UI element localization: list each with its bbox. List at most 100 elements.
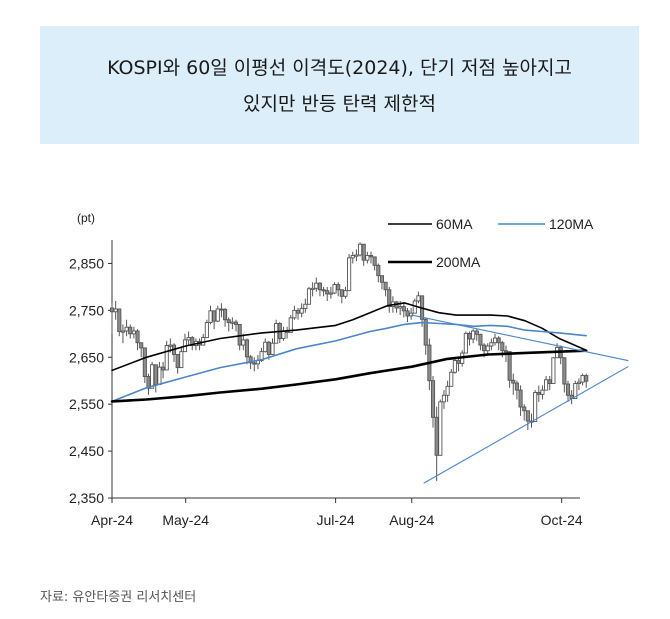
candle-body [270,342,275,355]
candle-body [438,401,443,456]
candle-body [347,257,352,292]
y-tick-label: 2,550 [69,396,104,412]
candle-body [292,309,297,319]
legend-label-200ma: 200MA [436,254,481,270]
candle-body [350,255,355,259]
candle-body [471,330,476,340]
candle-body [449,371,454,387]
x-tick-label: May-24 [162,512,209,528]
candle-body [383,281,388,291]
title-box: KOSPI와 60일 이평선 이격도(2024), 단기 저점 높아지고 있지만… [40,26,639,144]
candle-body [540,389,545,395]
candle-body [128,326,133,335]
candle-body [361,243,366,261]
candle-body [241,339,246,346]
resistance-trendline [411,314,629,362]
x-tick-label: Jul-24 [317,512,355,528]
candle-body [117,308,122,332]
candlestick-series [109,242,589,482]
chart-title-line-1: KOSPI와 60일 이평선 이격도(2024), 단기 저점 높아지고 [107,57,572,79]
candle-body [164,345,169,371]
candle-body [365,255,370,261]
candle-body [544,379,549,391]
candle-body [252,362,257,365]
candle-body [208,310,213,324]
candle-body [500,342,505,352]
candle-body [157,366,162,385]
candle-body [511,379,516,384]
candle-body [423,318,428,346]
candle-body [467,332,472,340]
chart-axes: (pt) 2,850 2,750 2,650 2,550 2,450 2,350 Apr-24… [69,211,583,528]
legend-label-120ma: 120MA [549,216,594,232]
candle-body [358,243,363,256]
candle-body [204,322,209,339]
candle-body [336,284,341,291]
y-tick-label: 2,850 [69,255,104,271]
x-tick-label: Apr-24 [91,512,133,528]
candle-body [584,375,589,382]
x-tick-label: Aug-24 [389,512,434,528]
candle-body [233,321,239,325]
candle-body [354,254,359,257]
candle-body [175,354,180,369]
candle-body [401,306,406,312]
legend-label-60ma: 60MA [436,216,473,232]
candle-body [186,337,191,341]
candle-body [409,312,414,317]
candle-body [430,380,436,418]
candle-body [482,344,487,352]
candle-body [230,321,235,324]
candle-body [562,357,567,385]
candle-body [387,289,392,308]
candle-body [131,330,136,335]
candle-body [113,308,118,313]
candle-body [441,394,447,403]
ma60-line [111,302,588,372]
candle-body [452,360,457,373]
candle-body [547,379,552,384]
candle-body [321,289,326,292]
candle-body [150,364,155,389]
candle-body [368,255,374,258]
candle-body [120,330,125,333]
candle-body [109,307,115,313]
candle-body [263,341,268,353]
candle-body [179,351,184,369]
candle-body [492,337,498,344]
candle-body [274,323,279,344]
y-tick-label: 2,750 [69,302,104,318]
candle-body [551,357,556,384]
candle-body [376,264,381,277]
candle-body [237,323,242,346]
candle-body [219,308,224,311]
candle-body [533,392,538,422]
candle-body [478,333,483,346]
candle-body [416,295,421,302]
candle-body [507,351,512,381]
candle-body [295,309,301,314]
candle-body [142,347,147,377]
candle-body [215,308,220,322]
candle-body [328,292,333,295]
candle-body [576,381,581,384]
candle-body [310,287,315,290]
candle-body [496,337,501,344]
candle-body [281,330,286,339]
candle-body [456,360,461,364]
candle-body [226,319,231,324]
candle-body [573,383,578,400]
chart-title-line-2: 있지만 반등 탄력 제한적 [243,93,436,115]
candle-body [135,330,140,344]
candle-body [536,392,541,395]
candle-body [339,289,344,297]
candle-body [379,275,384,283]
candle-body [489,342,494,347]
candle-body [522,406,527,412]
candle-body [223,308,228,321]
support-trendline [423,366,629,484]
candle-body [168,344,173,347]
candle-body [434,416,439,456]
line-series [110,302,629,484]
